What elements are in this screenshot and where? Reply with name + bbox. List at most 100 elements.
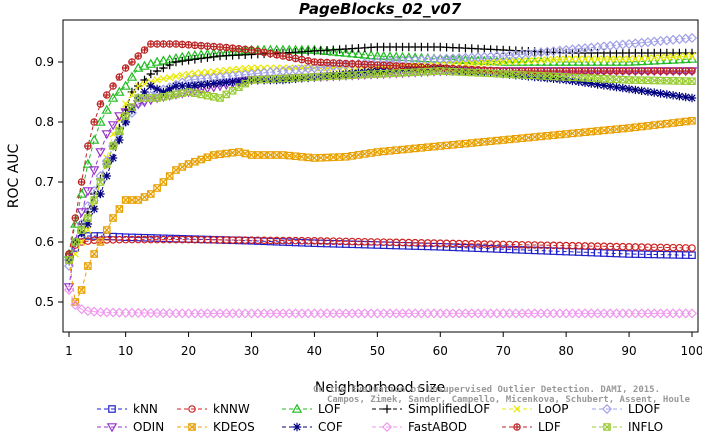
data-point [101, 104, 112, 114]
legend-swatch [97, 423, 127, 433]
data-point [121, 117, 130, 127]
data-point [197, 155, 205, 164]
data-point [461, 60, 470, 68]
data-point [89, 204, 99, 214]
data-point [235, 65, 243, 73]
data-point [209, 52, 218, 62]
data-point [291, 403, 303, 413]
data-point [222, 43, 231, 52]
data-point [120, 80, 131, 90]
data-point [272, 50, 281, 59]
legend-swatch [282, 403, 312, 413]
legend-item-kdeos: KDEOS [175, 420, 255, 434]
data-point [334, 46, 345, 57]
data-point [84, 142, 92, 150]
data-point [132, 62, 144, 72]
data-point [90, 118, 98, 126]
data-point [304, 56, 312, 65]
data-point [638, 54, 646, 63]
legend-label: LDOF [628, 402, 661, 416]
data-point [197, 41, 205, 50]
data-point [152, 66, 162, 76]
data-point [140, 87, 149, 97]
data-point [215, 78, 225, 88]
data-point [216, 67, 224, 75]
data-point [114, 112, 125, 122]
y-tick-label: 0.5 [35, 295, 54, 309]
data-point [686, 32, 698, 44]
data-point [675, 52, 684, 61]
data-point [96, 100, 105, 108]
data-point [82, 158, 94, 168]
data-point [430, 67, 438, 76]
data-point [631, 67, 640, 75]
legend-swatch [502, 423, 532, 431]
data-point [600, 67, 608, 75]
data-point [298, 55, 306, 64]
data-point [228, 77, 237, 86]
data-point [625, 55, 633, 63]
data-point [291, 54, 300, 63]
data-point [153, 40, 161, 48]
data-point [606, 67, 614, 75]
data-point [101, 155, 112, 167]
data-point [510, 56, 522, 66]
data-point [391, 51, 402, 61]
legend-label: INFLO [628, 420, 664, 434]
legend-swatch [177, 405, 207, 413]
data-point [172, 72, 180, 81]
data-point [76, 208, 87, 218]
data-point [323, 153, 331, 162]
data-point [147, 40, 155, 48]
data-point [524, 72, 533, 81]
data-point [379, 61, 388, 70]
x-tick-label: 60 [433, 344, 448, 358]
data-point [159, 75, 168, 83]
x-axis: 1 10 20 30 40 50 60 70 80 90 100 [65, 332, 702, 358]
data-point [172, 166, 180, 174]
plot-frame [62, 19, 699, 333]
data-point [587, 79, 596, 88]
data-point [675, 92, 684, 101]
data-point [115, 73, 124, 81]
data-point [278, 75, 288, 85]
data-point [360, 68, 369, 77]
data-point [152, 84, 162, 94]
legend-swatch [372, 404, 402, 414]
data-point [146, 69, 156, 79]
data-point [82, 200, 93, 212]
data-point [587, 67, 596, 75]
data-point [285, 75, 294, 84]
data-point [397, 51, 408, 61]
data-point [101, 130, 112, 140]
data-point [247, 151, 256, 159]
data-point [106, 423, 118, 433]
data-point [191, 157, 199, 166]
data-point [114, 86, 125, 96]
data-point [600, 55, 608, 63]
data-point [675, 67, 684, 75]
legend-item-cof: COF [280, 420, 343, 434]
data-point [241, 64, 249, 73]
data-point [235, 44, 243, 53]
watermark-title: On the Evaluation of Unsupervised Outlie… [313, 384, 660, 395]
data-point [618, 83, 627, 93]
data-point [662, 90, 672, 99]
data-point [568, 55, 577, 63]
data-point [340, 47, 352, 57]
legend-label: KDEOS [213, 420, 255, 434]
x-tick-label: 70 [496, 344, 511, 358]
data-point [593, 55, 602, 63]
data-point [178, 163, 187, 171]
data-point [178, 56, 187, 66]
data-point [455, 140, 463, 149]
data-point [474, 59, 482, 67]
data-point [128, 58, 136, 66]
data-point [656, 67, 665, 75]
data-point [650, 88, 659, 97]
data-point [341, 69, 351, 79]
data-point [126, 71, 138, 81]
data-point [580, 78, 590, 87]
data-point [241, 149, 250, 158]
data-point [581, 55, 589, 63]
